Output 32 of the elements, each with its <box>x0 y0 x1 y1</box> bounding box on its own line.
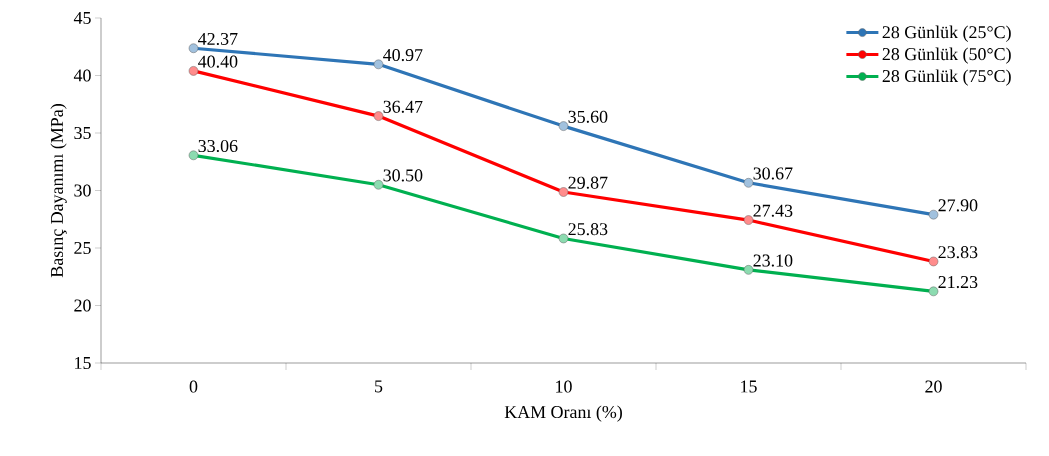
y-tick-label: 45 <box>73 12 91 24</box>
y-tick-label: 35 <box>74 126 91 140</box>
data-label: 30.67 <box>753 167 793 180</box>
y-axis-title: Basınç Dayanımı (MPa) <box>50 104 67 278</box>
data-label: 25.83 <box>568 223 608 236</box>
data-label: 29.87 <box>568 176 608 189</box>
x-tick-label: 5 <box>375 380 383 393</box>
data-label: 40.97 <box>383 48 423 62</box>
data-label: 23.10 <box>753 254 793 267</box>
data-label: 23.83 <box>938 246 978 259</box>
y-tick-label: 15 <box>75 356 91 369</box>
y-tick-label: 25 <box>74 241 91 255</box>
legend-label: 28 Günlük (75°C) <box>882 69 1011 86</box>
data-label: 36.47 <box>383 100 423 113</box>
data-label: 42.37 <box>198 32 238 46</box>
data-label: 27.43 <box>753 204 793 217</box>
x-axis-title: KAM Oranı (%) <box>504 405 622 422</box>
data-label: 27.90 <box>938 199 978 212</box>
y-tick-label: 20 <box>74 299 91 312</box>
data-label: 30.50 <box>383 169 423 182</box>
data-label: 40.40 <box>198 55 238 68</box>
legend-label: 28 Günlük (25°C) <box>882 25 1011 42</box>
x-tick-label: 15 <box>741 380 757 393</box>
data-label: 21.23 <box>938 276 978 289</box>
y-tick-label: 40 <box>73 69 91 82</box>
x-tick-label: 20 <box>925 380 942 393</box>
data-label: 33.06 <box>198 139 238 153</box>
x-tick-label: 0 <box>189 380 198 393</box>
y-tick-label: 30 <box>74 184 91 197</box>
x-tick-label: 10 <box>556 380 572 393</box>
data-label: 35.60 <box>568 110 608 123</box>
legend-label: 28 Günlük (50°C) <box>882 47 1011 64</box>
